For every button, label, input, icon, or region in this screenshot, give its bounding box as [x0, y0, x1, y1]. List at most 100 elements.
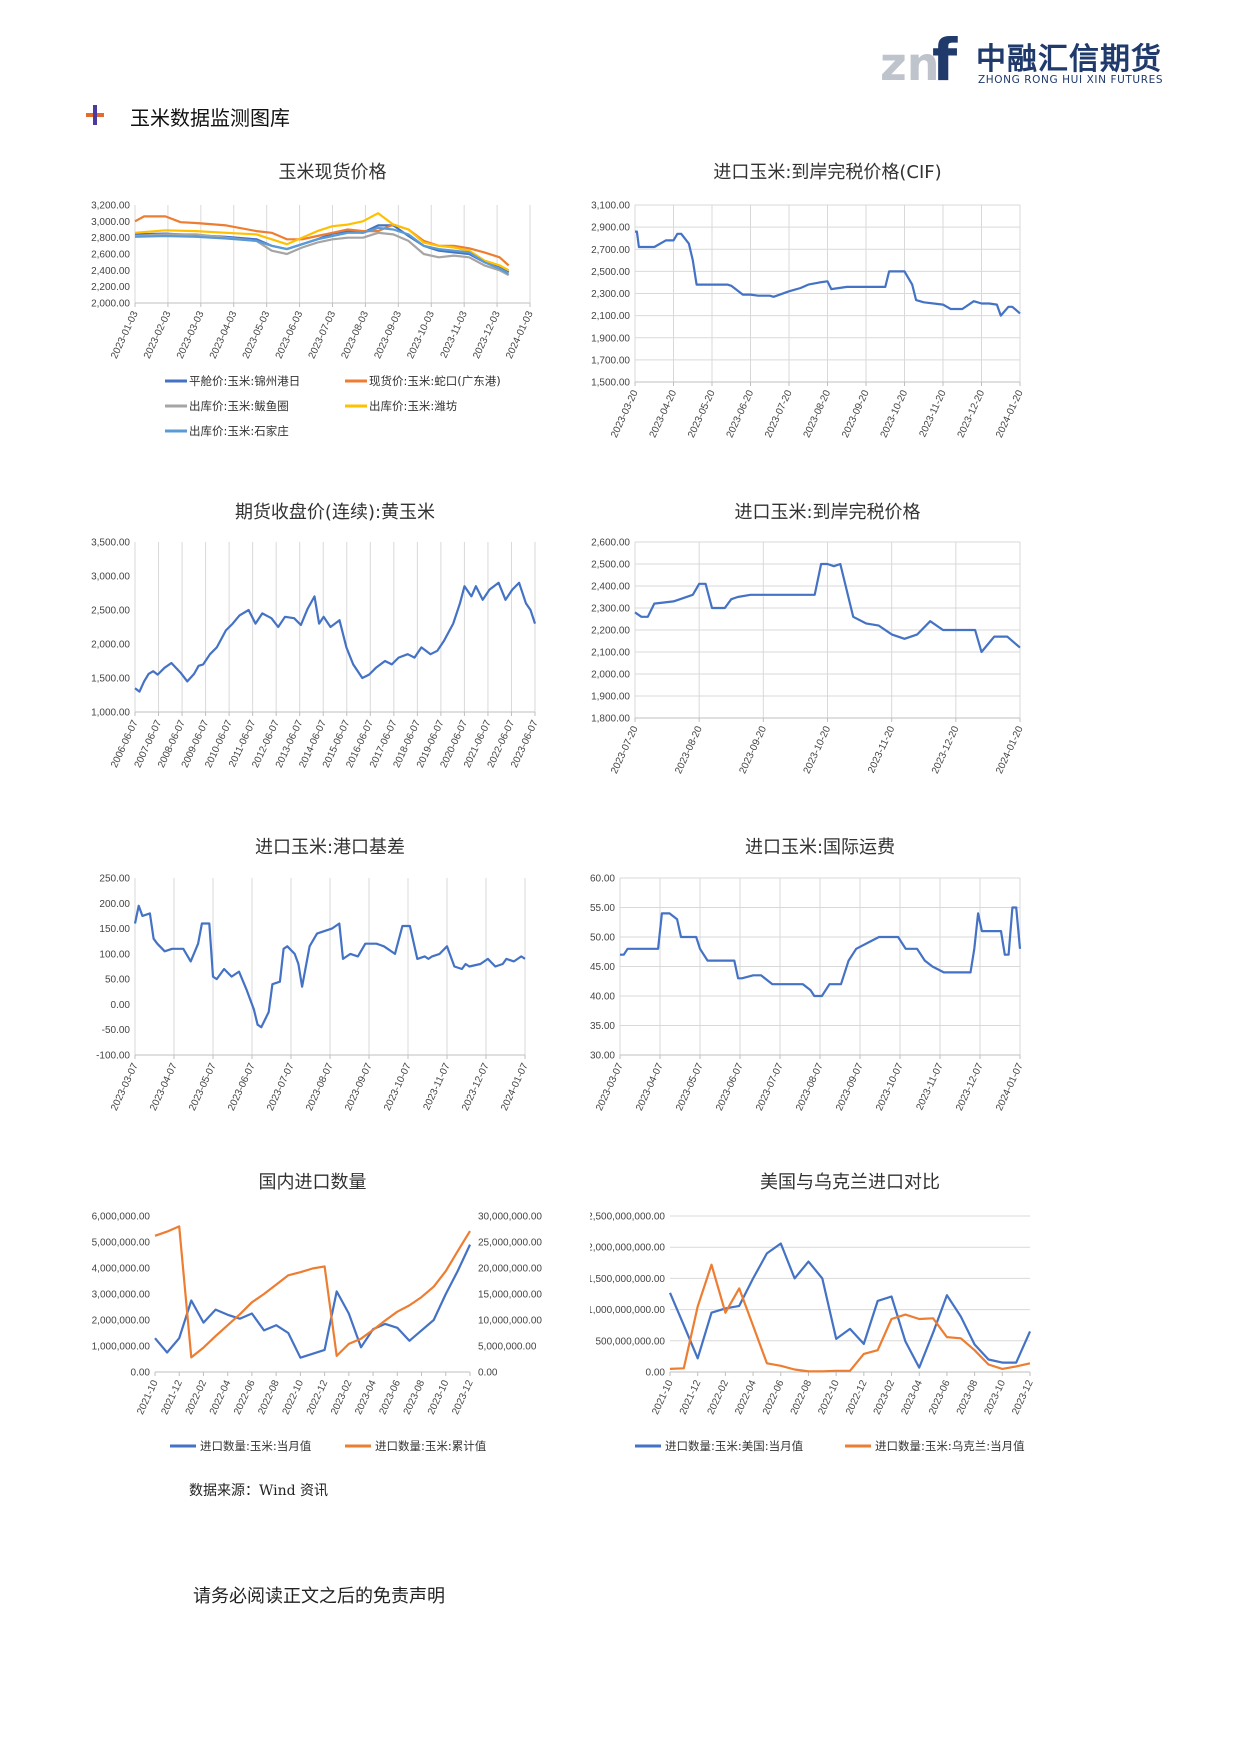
- x-tick-label: 2022-02: [184, 1378, 210, 1416]
- y-tick-label: 2,000.00: [91, 640, 130, 651]
- section-title: 玉米数据监测图库: [130, 106, 290, 130]
- x-tick-label: 2023-04-07: [634, 1061, 666, 1112]
- y-tick-label: -100.00: [96, 1051, 130, 1062]
- series-line-5: [134, 226, 510, 275]
- x-tick-label: 2022-04: [733, 1378, 759, 1416]
- x-tick-label: 2023-04: [899, 1378, 925, 1416]
- y-tick-label: 0.00: [646, 1368, 666, 1379]
- chart-freight: 进口玉米:国际运费 60.00 55.00 50.00 45.00 40.00 35.00 3…: [590, 825, 1150, 1145]
- series-line-2: [154, 1225, 471, 1359]
- y-tick-label: 500,000,000.00: [595, 1336, 665, 1347]
- y-tick-label: 55.00: [590, 903, 615, 914]
- x-tick-label: 2023-09-07: [343, 1061, 375, 1112]
- series-line-1: [133, 904, 526, 1029]
- legend-label: 平舱价:玉米:锦州港日: [189, 374, 300, 388]
- x-tick-label: 2022-06: [232, 1378, 258, 1416]
- y2-tick-label: 5,000,000.00: [478, 1342, 537, 1353]
- x-tick-label: 2023-08-03: [340, 309, 372, 360]
- y-tick-label: 2,900.00: [591, 223, 630, 234]
- y-tick-label: 3,000.00: [91, 572, 130, 583]
- series-line-2: [669, 1263, 1031, 1373]
- series-line-1: [154, 1244, 471, 1359]
- series-line-1: [635, 230, 1021, 317]
- chart-title: 进口玉米:到岸完税价格(CIF): [713, 162, 941, 183]
- y-tick-label: 3,100.00: [591, 201, 630, 212]
- y-tick-label: 2,500.00: [591, 560, 630, 571]
- znf-logo-mark: zn f: [880, 28, 958, 92]
- y-tick-label: 1,800.00: [591, 714, 630, 725]
- series-line-2: [134, 215, 510, 267]
- x-tick-label: 2023-08: [955, 1378, 981, 1416]
- x-tick-label: 2023-10-20: [879, 388, 911, 439]
- data-source-note: 数据来源：Wind 资讯: [189, 1483, 329, 1499]
- x-tick-label: 2022-08: [789, 1378, 815, 1416]
- chart-futures-close: 期货收盘价(连续):黄玉米 3,500.00 3,000.00 2,500.00 2,0…: [70, 490, 590, 810]
- y-tick-label: 35.00: [590, 1021, 615, 1032]
- chart-title: 进口玉米:国际运费: [745, 837, 895, 858]
- x-tick-label: 2023-08-07: [304, 1061, 336, 1112]
- x-tick-label: 2023-07-03: [307, 309, 339, 360]
- y-tick-label: 4,000,000.00: [92, 1264, 151, 1275]
- legend-label: 进口数量:玉米:累计值: [375, 1439, 487, 1453]
- series-line-1: [668, 1242, 1032, 1369]
- x-tick-label: 2023-12-07: [460, 1061, 492, 1112]
- y-tick-label: 0.00: [111, 1000, 131, 1011]
- y-tick-label: 2,000.00: [91, 299, 130, 310]
- series-line-1: [634, 562, 1021, 654]
- y-tick-label: 2,100.00: [591, 311, 630, 322]
- x-tick-label: 2023-05-20: [686, 388, 718, 439]
- chart-title: 玉米现货价格: [279, 162, 387, 183]
- x-tick-label: 2023-12-20: [930, 724, 962, 775]
- x-tick-label: 2022-12: [844, 1378, 870, 1416]
- legend-label: 进口数量:玉米:乌克兰:当月值: [875, 1439, 1025, 1453]
- chart-title: 进口玉米:港口基差: [255, 837, 405, 858]
- chart-title: 美国与乌克兰进口对比: [760, 1172, 940, 1193]
- y2-tick-label: 10,000,000.00: [478, 1316, 542, 1327]
- y-tick-label: 2,300.00: [591, 289, 630, 300]
- x-tick-label: 2022-10: [281, 1378, 307, 1416]
- y-tick-label: 2,400.00: [591, 582, 630, 593]
- disclaimer-text: 请务必阅读正文之后的免责声明: [193, 1586, 445, 1607]
- legend-label: 进口数量:玉米:美国:当月值: [665, 1439, 804, 1453]
- legend-label: 进口数量:玉米:当月值: [200, 1439, 312, 1453]
- chart-title: 国内进口数量: [259, 1172, 367, 1193]
- series-line-4: [134, 212, 510, 272]
- legend-label: 出库价:玉米:石家庄: [189, 424, 289, 438]
- x-tick-label: 2023-09-03: [372, 309, 404, 360]
- y-tick-label: 2,500,000,000.00: [590, 1212, 665, 1223]
- x-tick-label: 2023-05-07: [674, 1061, 706, 1112]
- x-tick-label: 2023-09-07: [834, 1061, 866, 1112]
- legend-label: 出库价:玉米:鲅鱼圈: [189, 399, 289, 413]
- y-tick-label: -50.00: [102, 1025, 131, 1036]
- y-tick-label: 150.00: [99, 924, 130, 935]
- y-tick-label: 0.00: [131, 1368, 151, 1379]
- y-tick-label: 1,000.00: [91, 708, 130, 719]
- x-tick-label: 2022-08: [256, 1378, 282, 1416]
- y-tick-label: 2,100.00: [591, 648, 630, 659]
- chart-svg-basis: 进口玉米:港口基差 250.00 200.00 150.00 100.00 50.00 0.…: [96, 837, 531, 1113]
- y-tick-label: 200.00: [99, 899, 130, 910]
- y-tick-label: 1,900.00: [591, 333, 630, 344]
- x-tick-label: 2023-11-20: [866, 724, 897, 775]
- y-tick-label: 3,200.00: [91, 201, 130, 212]
- x-tick-label: 2023-08-20: [802, 388, 834, 439]
- y-tick-label: 2,600.00: [591, 538, 630, 549]
- x-tick-label: 2023-11-20: [917, 388, 948, 439]
- x-tick-label: 2022-10: [816, 1378, 842, 1416]
- x-tick-label: 2024-01-20: [994, 388, 1026, 439]
- chart-import-duty-paid: 进口玉米:到岸完税价格 2,600.00 2,500.00 2,400.00 2,300…: [590, 490, 1150, 810]
- y-tick-label: 50.00: [105, 975, 130, 986]
- y-tick-label: 45.00: [590, 962, 615, 973]
- y2-tick-label: 0.00: [478, 1368, 498, 1379]
- y-tick-label: 30.00: [590, 1051, 615, 1062]
- section-bullet-icon: [86, 105, 104, 125]
- y-tick-label: 2,000.00: [591, 670, 630, 681]
- x-tick-label: 2023-01-03: [109, 309, 141, 360]
- chart-spot-price: 玉米现货价格 3,200.00 3,000.00 2,800.00 2,600.00 2,…: [70, 150, 590, 470]
- y-tick-label: 3,000.00: [91, 217, 130, 228]
- legend-label: 出库价:玉米:潍坊: [369, 399, 458, 413]
- x-tick-label: 2023-08-07: [794, 1061, 826, 1112]
- x-tick-label: 2023-11-07: [914, 1061, 945, 1112]
- y-tick-label: 2,200.00: [91, 282, 130, 293]
- series-line-1: [134, 581, 537, 693]
